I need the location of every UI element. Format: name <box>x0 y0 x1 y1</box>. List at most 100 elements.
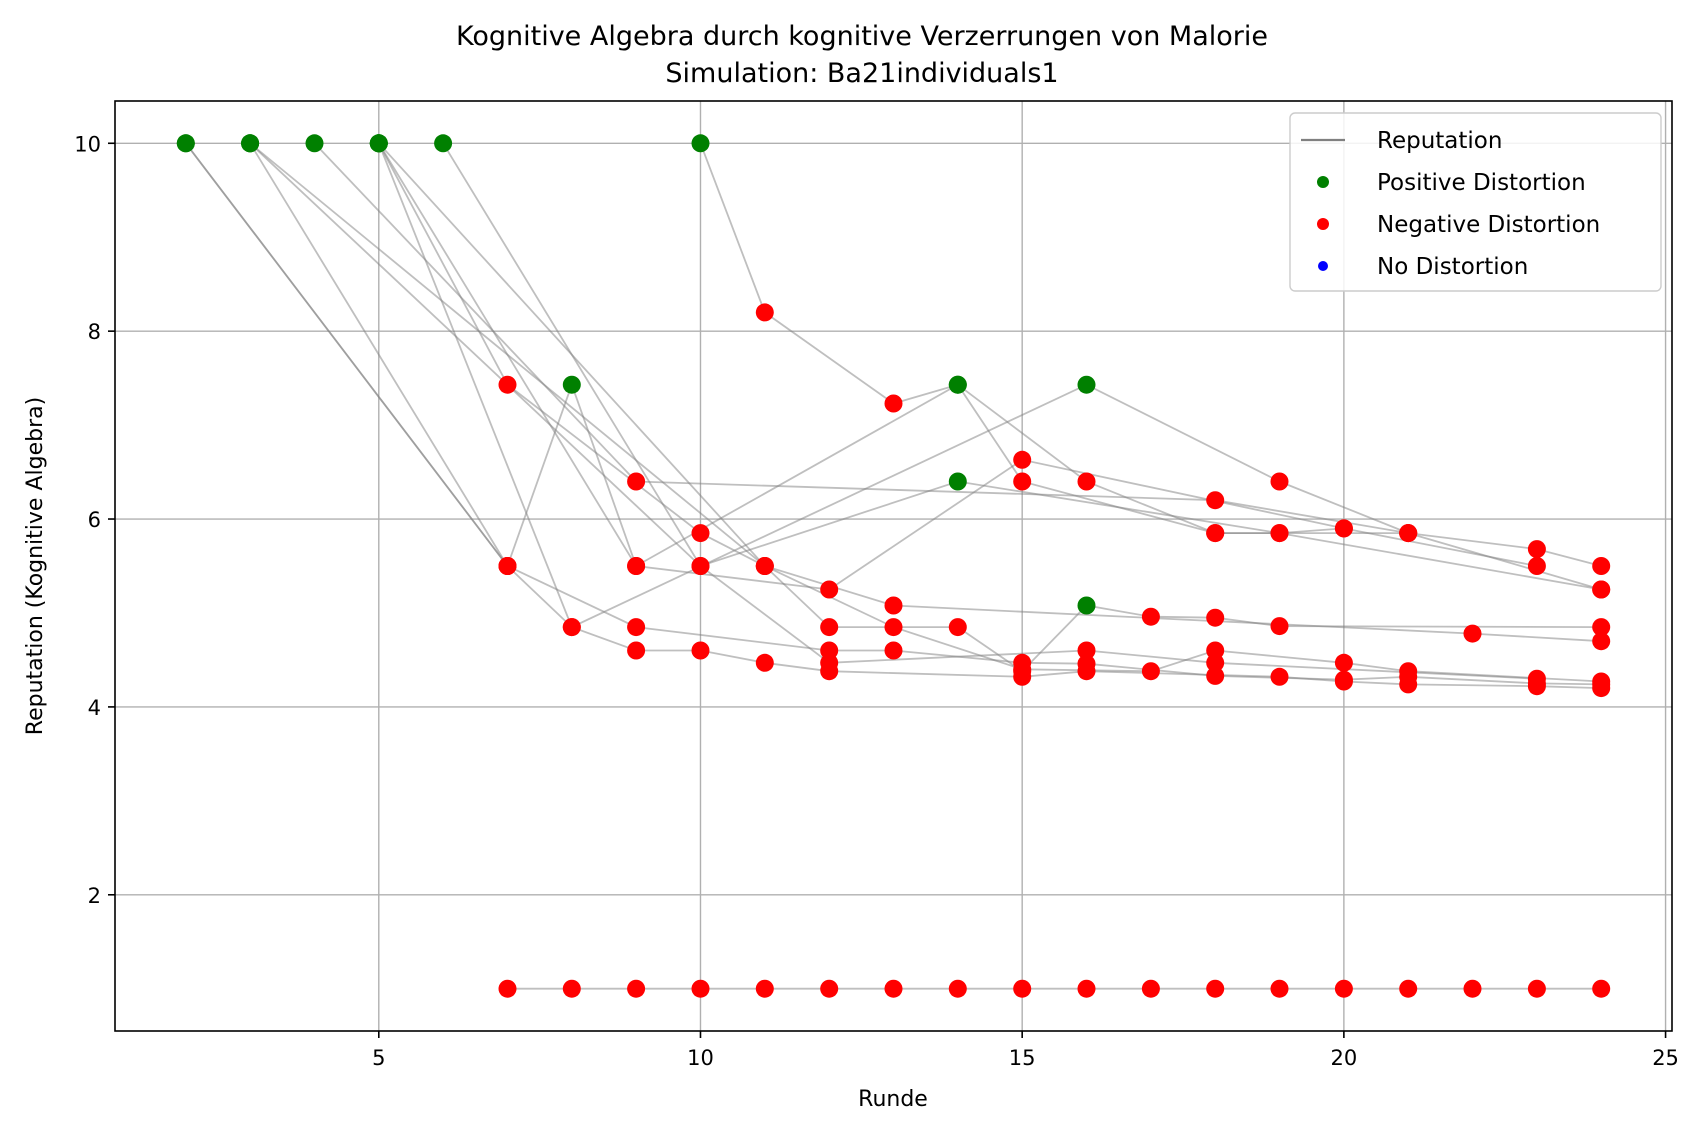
axis-ticks: 5 10 15 20 25 2 4 6 8 10 <box>74 132 1679 1070</box>
negative-distortion-point <box>1141 607 1160 626</box>
negative-distortion-point <box>627 641 646 660</box>
negative-distortion-point <box>820 580 839 599</box>
reputation-line <box>249 142 1538 568</box>
negative-distortion-point <box>1013 472 1032 491</box>
x-tick-label: 20 <box>1331 1046 1358 1070</box>
negative-distortion-point <box>1463 624 1482 643</box>
negative-distortion-point <box>1077 654 1096 673</box>
negative-distortion-point <box>498 979 517 998</box>
x-tick-label: 5 <box>372 1046 385 1070</box>
positive-distortion-point <box>1077 375 1096 394</box>
negative-distortion-point <box>627 618 646 637</box>
y-tick-label: 2 <box>88 884 101 908</box>
chart-subtitle: Simulation: Ba21individuals1 <box>665 58 1058 89</box>
y-tick-label: 6 <box>88 508 101 532</box>
positive-distortion-point <box>241 134 260 153</box>
positive-distortion-point <box>305 134 324 153</box>
negative-distortion-point <box>1592 557 1611 575</box>
legend-marker-swatch <box>1317 176 1329 188</box>
negative-distortion-point <box>884 641 903 660</box>
negative-distortion-point <box>1592 979 1611 998</box>
negative-distortion-point <box>1206 979 1225 998</box>
negative-distortion-point <box>691 524 710 543</box>
positive-distortion-point <box>176 134 195 153</box>
y-tick-label: 8 <box>88 320 101 344</box>
positive-distortion-point <box>434 134 453 153</box>
negative-distortion-point <box>755 979 774 998</box>
x-tick-label: 15 <box>1009 1046 1036 1070</box>
negative-distortion-point <box>884 618 903 637</box>
reputation-line <box>313 142 1602 567</box>
negative-distortion-point <box>1527 540 1546 559</box>
negative-distortion-point <box>1399 524 1418 543</box>
negative-distortion-point <box>1527 979 1546 998</box>
negative-distortion-point <box>691 641 710 660</box>
negative-distortion-point <box>820 641 839 660</box>
negative-distortion-point <box>1206 608 1225 627</box>
negative-distortion-point <box>1270 617 1289 636</box>
negative-distortion-point <box>1077 472 1096 491</box>
data-points <box>176 134 1611 998</box>
negative-distortion-point <box>884 979 903 998</box>
legend: Reputation Positive Distortion Negative Di… <box>1289 112 1662 292</box>
negative-distortion-point <box>884 394 903 413</box>
negative-distortion-point <box>1334 519 1353 538</box>
positive-distortion-point <box>1077 596 1096 615</box>
negative-distortion-point <box>1270 979 1289 998</box>
negative-distortion-point <box>948 618 967 637</box>
positive-distortion-point <box>691 134 710 153</box>
negative-distortion-point <box>820 618 839 637</box>
legend-label: Positive Distortion <box>1377 170 1586 196</box>
negative-distortion-point <box>1013 660 1032 679</box>
reputation-line <box>185 142 1602 689</box>
positive-distortion-point <box>369 134 388 153</box>
negative-distortion-point <box>820 653 839 672</box>
x-tick-label: 25 <box>1652 1046 1679 1070</box>
positive-distortion-point <box>948 472 967 491</box>
legend-box <box>1289 112 1662 292</box>
legend-label: Reputation <box>1377 128 1502 154</box>
legend-marker-swatch <box>1317 218 1329 230</box>
negative-distortion-point <box>1270 472 1289 491</box>
negative-distortion-point <box>627 979 646 998</box>
negative-distortion-point <box>755 557 774 575</box>
negative-distortion-point <box>691 557 710 575</box>
legend-label: Negative Distortion <box>1377 212 1600 238</box>
negative-distortion-point <box>1592 580 1611 599</box>
negative-distortion-point <box>1141 662 1160 681</box>
x-tick-label: 10 <box>687 1046 714 1070</box>
y-tick-label: 4 <box>88 696 101 720</box>
reputation-line <box>377 142 1602 629</box>
negative-distortion-point <box>1334 979 1353 998</box>
negative-distortion-point <box>627 472 646 491</box>
negative-distortion-point <box>1077 641 1096 660</box>
negative-distortion-point <box>1206 524 1225 543</box>
negative-distortion-point <box>755 303 774 322</box>
negative-distortion-point <box>562 979 581 998</box>
negative-distortion-point <box>562 618 581 637</box>
negative-distortion-point <box>820 979 839 998</box>
negative-distortion-point <box>1527 669 1546 688</box>
negative-distortion-point <box>1592 672 1611 691</box>
negative-distortion-point <box>1206 666 1225 685</box>
negative-distortion-point <box>884 596 903 615</box>
negative-distortion-point <box>627 557 646 575</box>
negative-distortion-point <box>1527 557 1546 575</box>
legend-label: No Distortion <box>1377 254 1528 280</box>
negative-distortion-point <box>1013 450 1032 469</box>
negative-distortion-point <box>1463 979 1482 998</box>
negative-distortion-point <box>1206 653 1225 672</box>
reputation-line <box>442 142 1537 680</box>
negative-distortion-point <box>1270 524 1289 543</box>
negative-distortion-point <box>1592 618 1611 637</box>
positive-distortion-point <box>562 375 581 394</box>
negative-distortion-point <box>1141 979 1160 998</box>
negative-distortion-point <box>1206 491 1225 510</box>
reputation-line <box>185 142 1602 686</box>
negative-distortion-point <box>1270 667 1289 686</box>
positive-distortion-point <box>948 375 967 394</box>
negative-distortion-point <box>1013 979 1032 998</box>
legend-marker-swatch <box>1318 261 1328 271</box>
negative-distortion-point <box>1206 641 1225 660</box>
